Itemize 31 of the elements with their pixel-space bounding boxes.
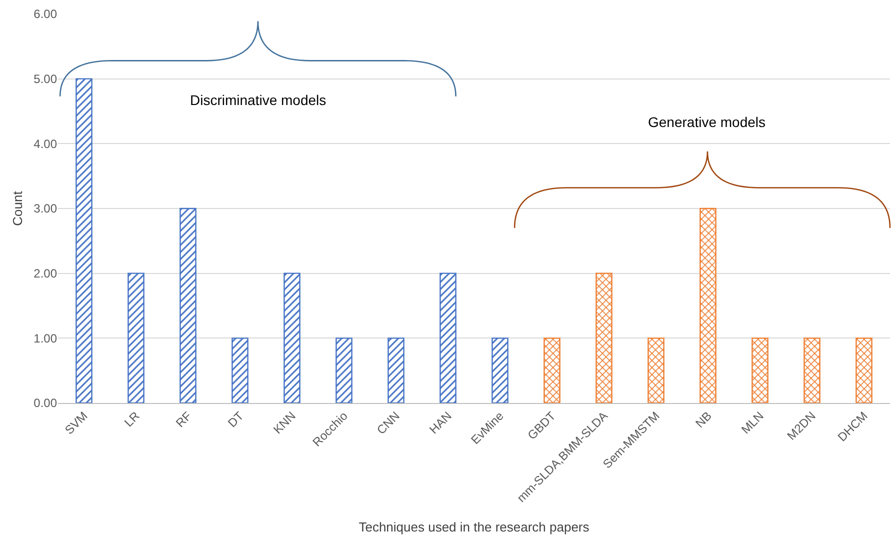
x-tick-label: DT <box>225 408 247 430</box>
bar <box>76 78 92 403</box>
y-tick-label: 6.00 <box>34 7 58 22</box>
y-tick-label: 0.00 <box>34 396 58 410</box>
bar <box>648 338 664 403</box>
bar <box>492 338 508 403</box>
y-tick-label: 4.00 <box>34 136 58 151</box>
x-tick-label: NB <box>692 408 714 431</box>
bar <box>752 338 768 403</box>
bar <box>180 208 196 403</box>
bar <box>700 208 716 403</box>
bar <box>440 272 456 403</box>
annotation: Discriminative models <box>190 92 326 108</box>
bar <box>388 338 404 403</box>
bar <box>544 338 560 403</box>
bar <box>804 338 820 403</box>
x-axis-title: Techniques used in the research papers <box>358 520 590 535</box>
y-tick-label: 1.00 <box>34 331 58 346</box>
x-tick-label: LR <box>122 408 143 430</box>
bar <box>284 272 300 403</box>
x-tick-label: RF <box>173 408 194 430</box>
y-tick-label: 2.00 <box>34 266 58 281</box>
bar <box>232 338 248 403</box>
y-axis-title: Count <box>10 190 25 226</box>
annotation: Generative models <box>648 114 766 130</box>
y-tick-label: 3.00 <box>34 202 58 216</box>
bar <box>856 338 872 403</box>
bar <box>128 272 144 403</box>
bar <box>596 272 612 403</box>
y-tick-label: 5.00 <box>34 72 58 86</box>
bar <box>336 338 352 403</box>
